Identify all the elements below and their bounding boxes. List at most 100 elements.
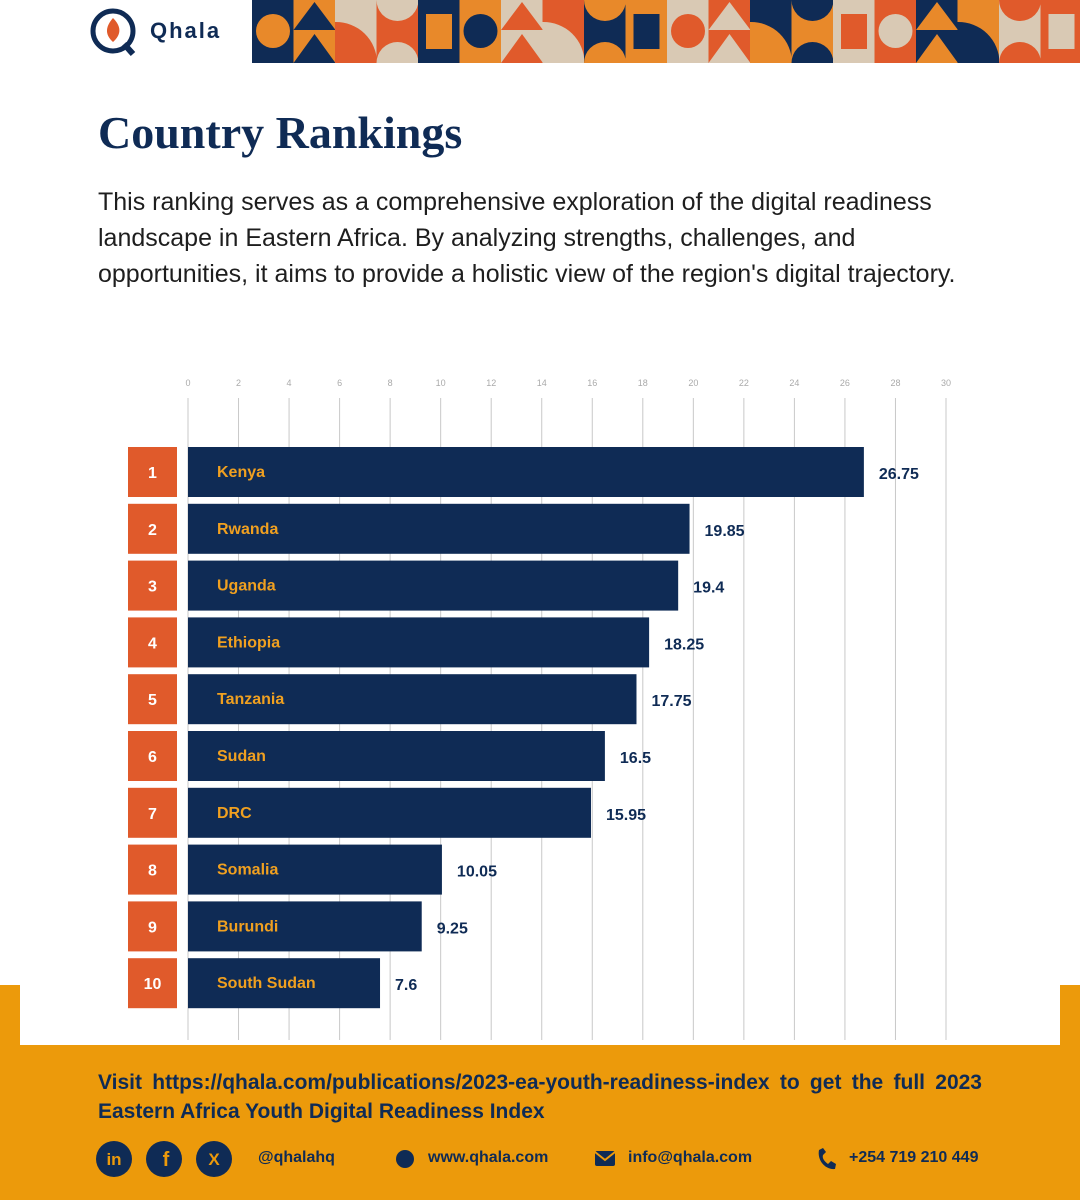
x-tick-label: 18 <box>638 378 648 388</box>
value-label: 26.75 <box>879 466 919 483</box>
rank-label: 6 <box>148 749 157 766</box>
rank-box <box>128 674 177 725</box>
rank-label: 5 <box>148 692 157 709</box>
pattern-half <box>584 0 626 63</box>
chart-title: Country Rankings <box>98 107 463 158</box>
x-tick-label: 8 <box>388 378 393 388</box>
x-tick-label: 2 <box>236 378 241 388</box>
pattern-triangle <box>916 2 958 63</box>
x-tick-label: 20 <box>688 378 698 388</box>
rank-box <box>128 958 177 1009</box>
pattern-half <box>791 0 834 63</box>
category-label: Tanzania <box>217 691 284 708</box>
x-tick-label: 10 <box>436 378 446 388</box>
x-icon[interactable] <box>196 1141 232 1177</box>
rank-label: 2 <box>148 522 157 539</box>
pattern-quarter <box>542 21 585 64</box>
globe-icon <box>396 1150 414 1168</box>
email[interactable]: info@qhala.com <box>628 1149 753 1166</box>
header-band: Qhala <box>0 0 1080 64</box>
bar <box>188 617 650 668</box>
x-tick-label: 26 <box>840 378 850 388</box>
value-label: 17.75 <box>651 693 691 710</box>
rank-box <box>128 447 177 497</box>
pattern-half <box>376 0 419 63</box>
value-label: 19.85 <box>705 523 745 540</box>
bar <box>188 958 381 1009</box>
bar <box>188 901 422 952</box>
x-tick-label: 12 <box>486 378 496 388</box>
rank-box <box>128 787 177 838</box>
pattern-square <box>1048 14 1075 49</box>
rank-box <box>128 617 177 668</box>
chart: 0 2 4 6 8 10 12 14 16 18 20 22 24 26 28 301 Kenya 26.752 R… <box>128 378 951 1040</box>
pattern-quarter <box>957 21 1000 64</box>
facebook-icon[interactable] <box>146 1141 182 1177</box>
bar <box>188 787 592 838</box>
pattern-square <box>633 14 660 49</box>
mail-flap <box>594 1151 616 1162</box>
bar <box>188 560 679 611</box>
logo-ring <box>90 8 136 54</box>
rank-box <box>128 901 177 952</box>
linkedin-glyph: in <box>106 1150 121 1169</box>
bar <box>188 674 637 725</box>
x-tick-label: 22 <box>739 378 749 388</box>
value-label: 18.25 <box>664 636 704 653</box>
rank-box <box>128 731 177 781</box>
rank-label: 8 <box>148 863 157 880</box>
brand-name: Qhala <box>150 18 221 43</box>
category-label: Rwanda <box>217 521 278 538</box>
pattern-quarter <box>335 21 378 64</box>
category-label: DRC <box>217 805 252 822</box>
category-label: Uganda <box>217 578 276 595</box>
pattern-triangle <box>708 2 751 63</box>
x-tick-label: 28 <box>890 378 900 388</box>
x-tick-label: 6 <box>337 378 342 388</box>
category-label: Somalia <box>217 862 278 879</box>
bar <box>188 844 442 895</box>
pattern-square <box>841 14 867 49</box>
x-tick-label: 14 <box>537 378 547 388</box>
category-label: Ethiopia <box>217 634 280 651</box>
rank-box <box>128 844 177 895</box>
x-tick-label: 4 <box>287 378 292 388</box>
pattern-circle <box>671 14 705 48</box>
rank-label: 1 <box>148 465 157 482</box>
bar <box>188 447 864 497</box>
linkedin-icon[interactable] <box>96 1141 132 1177</box>
social-handle[interactable]: @qhalahq <box>258 1149 335 1166</box>
contact-icons: in f X <box>96 1141 836 1177</box>
x-tick-label: 30 <box>941 378 951 388</box>
rank-label: 10 <box>144 976 162 993</box>
logo-tail <box>121 41 136 57</box>
x-tick-label: 16 <box>587 378 597 388</box>
rank-label: 9 <box>148 919 157 936</box>
pattern-half <box>999 0 1041 63</box>
bar <box>188 503 690 554</box>
pattern-square <box>426 14 452 49</box>
rank-label: 7 <box>148 806 157 823</box>
rank-label: 4 <box>148 635 157 652</box>
x-tick-label: 24 <box>789 378 799 388</box>
rank-label: 3 <box>148 579 157 596</box>
bar <box>188 731 605 781</box>
value-label: 19.4 <box>693 580 724 597</box>
value-label: 9.25 <box>437 920 468 937</box>
phone[interactable]: +254 719 210 449 <box>849 1149 979 1166</box>
value-label: 7.6 <box>395 977 417 994</box>
pattern-circle <box>256 14 290 48</box>
x-glyph: X <box>208 1150 220 1169</box>
value-label: 10.05 <box>457 864 497 881</box>
pattern-triangle <box>293 2 336 63</box>
category-label: South Sudan <box>217 975 316 992</box>
pattern-circle <box>878 14 913 48</box>
phone-icon <box>818 1148 836 1170</box>
footer-text: Visit https://qhala.com/publications/202… <box>98 1071 982 1123</box>
pattern-circle <box>463 14 498 48</box>
logo-flame <box>106 18 120 42</box>
rank-box <box>128 560 177 611</box>
chart-subtitle: This ranking serves as a comprehensive e… <box>98 188 956 288</box>
website[interactable]: www.qhala.com <box>428 1149 549 1166</box>
